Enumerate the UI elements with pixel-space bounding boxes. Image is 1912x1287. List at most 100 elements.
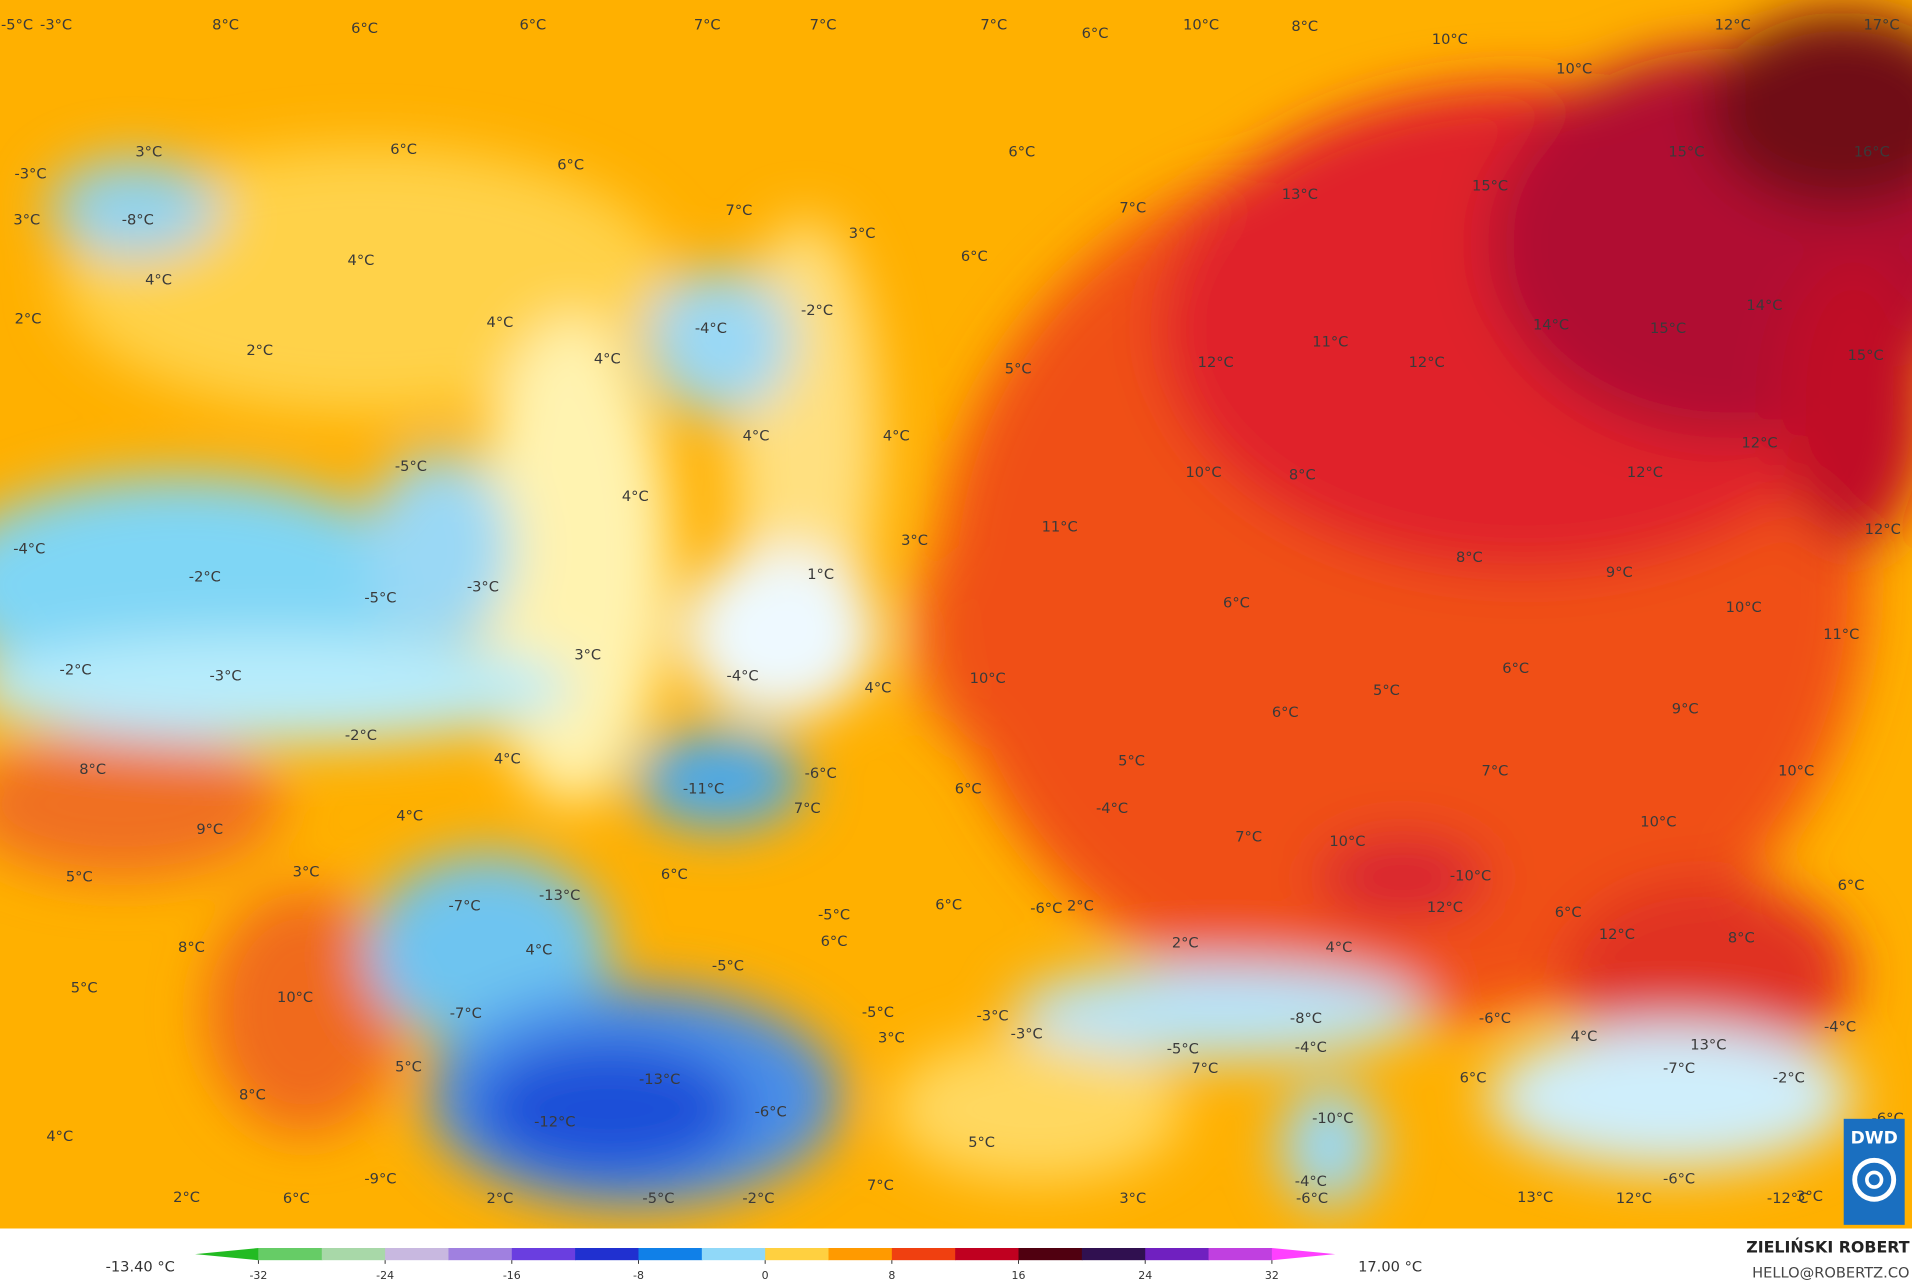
- temperature-label: 10°C: [1556, 60, 1592, 77]
- colorbar-tick-label: -24: [376, 1269, 394, 1282]
- temperature-label: 12°C: [1742, 435, 1778, 452]
- temperature-label: -2°C: [1773, 1070, 1805, 1087]
- temperature-label: 6°C: [351, 20, 378, 37]
- temperature-label: -3°C: [977, 1007, 1009, 1024]
- temperature-label: 7°C: [980, 17, 1007, 34]
- temperature-label: 3°C: [1119, 1190, 1146, 1207]
- temperature-label: 11°C: [1042, 519, 1078, 536]
- colorbar-segment: [511, 1248, 576, 1261]
- temperature-label: -3°C: [1011, 1026, 1043, 1043]
- temperature-label: 7°C: [694, 17, 721, 34]
- temperature-label: 12°C: [1427, 899, 1463, 916]
- temperature-label: 8°C: [1456, 549, 1483, 566]
- temperature-label: 3°C: [293, 864, 320, 881]
- temperature-label: -6°C: [1479, 1010, 1511, 1027]
- temperature-label: 4°C: [46, 1128, 73, 1145]
- temperature-label: 4°C: [1325, 939, 1352, 956]
- colorbar-segment: [195, 1248, 259, 1261]
- temperature-label: 2°C: [246, 342, 273, 359]
- temperature-label: 2°C: [487, 1190, 514, 1207]
- temperature-label: 7°C: [794, 800, 821, 817]
- colorbar-segment: [385, 1248, 450, 1261]
- temperature-label: 8°C: [1289, 466, 1316, 483]
- temperature-label: 2°C: [1172, 934, 1199, 951]
- colorbar-segment: [1145, 1248, 1210, 1261]
- colorbar-segment: [1018, 1248, 1083, 1261]
- temperature-label: -12°C: [534, 1113, 575, 1130]
- temperature-label: 4°C: [348, 252, 375, 269]
- contact: HELLO@ROBERTZ.CO: [1752, 1265, 1909, 1282]
- temperature-label: 4°C: [1571, 1028, 1598, 1045]
- temperature-label: 4°C: [883, 427, 910, 444]
- temperature-label: 6°C: [1555, 904, 1582, 921]
- temperature-label: -3°C: [14, 165, 46, 182]
- temperature-label: 4°C: [594, 351, 621, 368]
- temperature-label: 6°C: [1460, 1070, 1487, 1087]
- temperature-label: 14°C: [1746, 297, 1782, 314]
- temperature-label: -6°C: [1030, 900, 1062, 917]
- temperature-label: 8°C: [178, 939, 205, 956]
- temperature-label: 10°C: [1185, 464, 1221, 481]
- temperature-label: 7°C: [726, 202, 753, 219]
- temperature-label: 5°C: [1373, 682, 1400, 699]
- temperature-label: 9°C: [1606, 564, 1633, 581]
- temperature-label: -5°C: [364, 589, 396, 606]
- temperature-label: 10°C: [1183, 17, 1219, 34]
- temperature-label: -10°C: [1312, 1110, 1353, 1127]
- temperature-label: -11°C: [683, 781, 724, 798]
- temperature-label: 2°C: [1067, 898, 1094, 915]
- temperature-label: 15°C: [1668, 143, 1704, 160]
- max-label: 17.00 °C: [1358, 1259, 1422, 1276]
- temperature-label: 15°C: [1848, 347, 1884, 364]
- temperature-label: -6°C: [1296, 1190, 1328, 1207]
- temperature-label: 6°C: [1008, 143, 1035, 160]
- temperature-label: -6°C: [1663, 1171, 1695, 1188]
- temperature-label: -7°C: [449, 898, 481, 915]
- temperature-label: 12°C: [1616, 1190, 1652, 1207]
- temperature-label: -4°C: [727, 667, 759, 684]
- temperature-label: 2°C: [15, 310, 42, 327]
- temperature-label: 7°C: [1191, 1060, 1218, 1077]
- temperature-label: 7°C: [1235, 828, 1262, 845]
- dwd-logo: DWD: [1843, 1118, 1905, 1225]
- temperature-label: 15°C: [1472, 177, 1508, 194]
- temperature-label: 10°C: [277, 989, 313, 1006]
- temperature-label: 10°C: [970, 670, 1006, 687]
- temperature-label: -3°C: [210, 667, 242, 684]
- temperature-label: 6°C: [955, 781, 982, 798]
- temperature-label: -12°C: [1767, 1190, 1808, 1207]
- temperature-label: 13°C: [1517, 1189, 1553, 1206]
- temperature-label: 9°C: [1672, 700, 1699, 717]
- temperature-label: -9°C: [364, 1171, 396, 1188]
- temperature-label: 12°C: [1599, 926, 1635, 943]
- temperature-label: 8°C: [212, 17, 239, 34]
- colorbar-tick-label: -16: [503, 1269, 521, 1282]
- temperature-label: 15°C: [1650, 320, 1686, 337]
- temperature-label: 6°C: [519, 17, 546, 34]
- temperature-label: 6°C: [1502, 660, 1529, 677]
- temperature-label: 10°C: [1329, 833, 1365, 850]
- temperature-label: -5°C: [1167, 1040, 1199, 1057]
- temperature-label: -5°C: [712, 957, 744, 974]
- colorbar-segment: [448, 1248, 513, 1261]
- temperature-label: 4°C: [865, 680, 892, 697]
- temperature-label: 7°C: [1119, 199, 1146, 216]
- temperature-label: 10°C: [1640, 814, 1676, 831]
- colorbar-tick-label: 0: [762, 1269, 769, 1282]
- temperature-label: 3°C: [901, 532, 928, 549]
- temperature-label: 16°C: [1854, 143, 1890, 160]
- temperature-label: 3°C: [849, 225, 876, 242]
- temperature-label: 8°C: [1291, 18, 1318, 35]
- temperature-label: -7°C: [1663, 1060, 1695, 1077]
- temperature-label: -4°C: [13, 541, 45, 558]
- temperature-label: 7°C: [867, 1177, 894, 1194]
- temperature-label: 3°C: [878, 1029, 905, 1046]
- temperature-label: 8°C: [79, 761, 106, 778]
- temperature-label: -4°C: [1824, 1018, 1856, 1035]
- temperature-label: 5°C: [968, 1134, 995, 1151]
- temperature-label: 4°C: [396, 808, 423, 825]
- temperature-label: 10°C: [1778, 762, 1814, 779]
- temperature-label: -10°C: [1450, 867, 1491, 884]
- temperature-label: 5°C: [66, 869, 93, 886]
- temperature-label: 6°C: [1838, 877, 1865, 894]
